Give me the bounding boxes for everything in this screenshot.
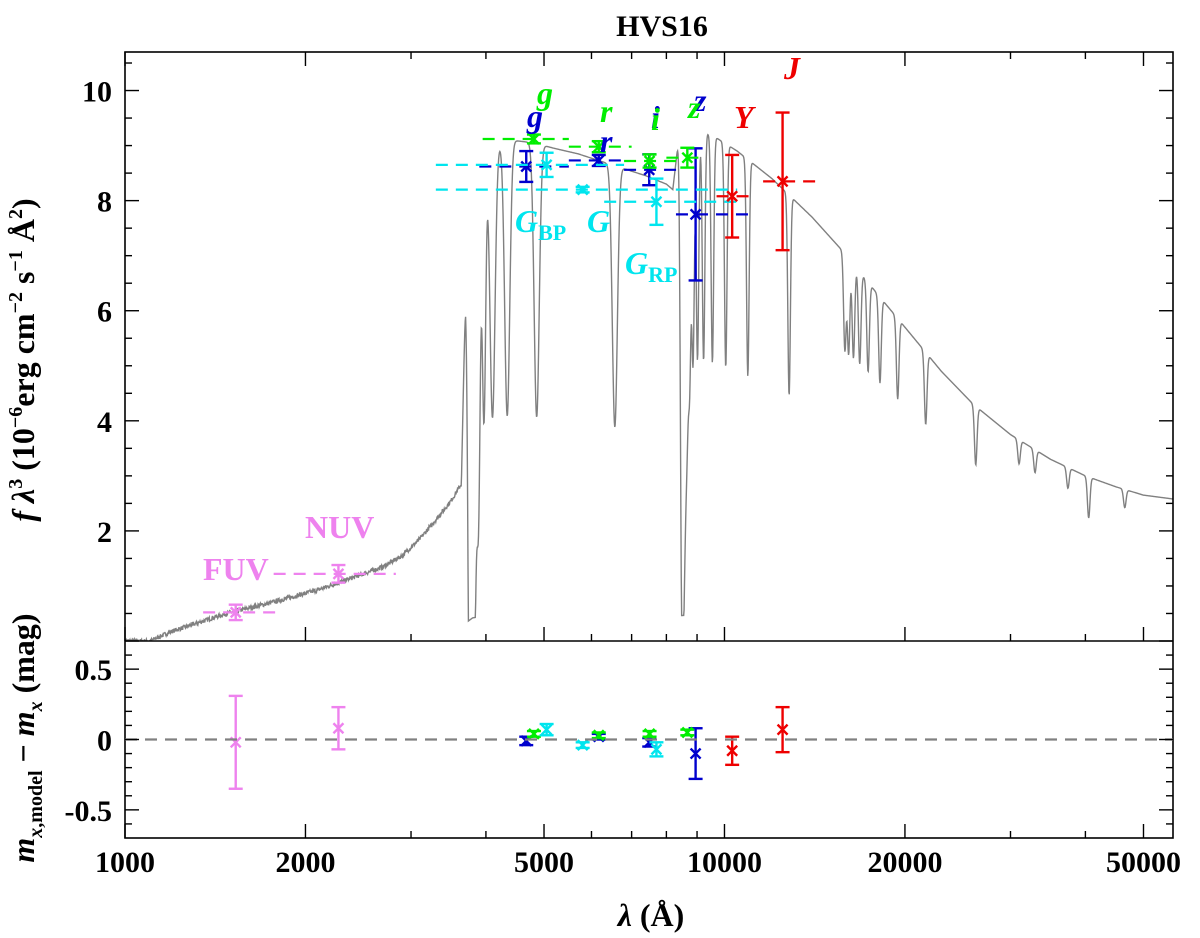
band-label-g-0: g: [526, 98, 543, 134]
flux-marker-FUV: [229, 606, 242, 619]
residual-marker-z_sdss: [689, 747, 702, 760]
photometry-point-FUV: [203, 603, 277, 622]
photometry-point-i_ps1: [624, 153, 676, 169]
residual-point-NUV: [331, 705, 346, 751]
photometry-point-r_ps1: [568, 139, 632, 154]
residual-point-FUV: [228, 694, 243, 790]
residual-marker-Y: [726, 744, 739, 757]
x-tick-label-10000: 10000: [687, 846, 762, 879]
residual-marker-G_BP: [540, 723, 553, 736]
residual-point-z_ps1: [680, 726, 695, 739]
flux-marker-z_ps1: [681, 151, 694, 164]
residual-marker-i_ps1: [643, 728, 656, 740]
residual-point-G_RP: [649, 741, 664, 758]
y-tick-label-top-4: 4: [97, 406, 112, 439]
photometry-point-Y: [716, 153, 750, 239]
photometry-point-g_ps1: [482, 133, 569, 145]
residual-marker-z_ps1: [681, 726, 694, 739]
residual-point-J: [775, 705, 790, 754]
flux-marker-Y: [726, 190, 739, 203]
residual-marker-NUV: [332, 722, 345, 735]
flux-marker-i_ps1: [643, 155, 656, 167]
band-label-r-2: r: [600, 123, 613, 159]
y-tick-label-top-8: 8: [97, 186, 112, 219]
photometry-point-NUV: [273, 563, 396, 584]
flux-marker-r_ps1: [592, 140, 605, 153]
band-label-j-9: J: [783, 50, 801, 86]
flux-marker-g_ps1: [528, 133, 540, 145]
band-label-fuv-13: FUV: [203, 551, 269, 587]
band-label-r-3: r: [600, 93, 613, 129]
x-axis-title: λ (Å): [616, 897, 685, 933]
band-label-i-5: i: [651, 101, 660, 137]
flux-marker-G: [576, 183, 589, 196]
flux-marker-J: [776, 175, 789, 188]
y-axis-ticks-top: 2 4 6 8 10: [82, 62, 1173, 642]
svg-text:λ (Å): λ (Å): [616, 897, 685, 933]
photometry-point-G_BP: [435, 151, 625, 179]
y-tick-label-top-2: 2: [97, 516, 112, 549]
model-spectrum-line: [125, 133, 1173, 641]
bottom-panel: 1000 2000 5000 10000 20000 50000 -0.5 0 0.5: [65, 52, 1181, 879]
residual-marker-g_ps1: [528, 728, 540, 740]
y-axis-title-top: f λ3 (10−6erg cm−2 s−1 Å2): [5, 198, 41, 521]
photometry-point-g_sdss: [479, 149, 569, 184]
band-label-gbp-10: GBP: [515, 203, 566, 245]
y-axis-title-bottom: mx,model − mx (mag): [5, 613, 47, 862]
flux-marker-G_BP: [540, 158, 553, 171]
photometry-point-G: [435, 183, 738, 196]
photometry-point-G_RP: [604, 177, 738, 227]
x-tick-label-5000: 5000: [514, 846, 574, 879]
svg-text:mx,model − mx (mag): mx,model − mx (mag): [5, 613, 47, 862]
band-label-z-7: z: [687, 89, 701, 125]
flux-marker-z_sdss: [689, 208, 702, 221]
photometry-point-z_ps1: [666, 146, 706, 169]
y-tick-label-bottom-0: 0: [97, 725, 112, 758]
residual-point-g_ps1: [526, 728, 541, 740]
residual-marker-G_RP: [650, 743, 663, 756]
flux-marker-g_sdss: [520, 160, 533, 173]
residual-marker-J: [776, 723, 789, 736]
x-tick-label-2000: 2000: [275, 846, 335, 879]
band-label-i-4: i: [651, 99, 660, 135]
x-axis-ticks: 1000 2000 5000 10000 20000 50000: [95, 52, 1181, 879]
band-label-grp-12: GRP: [625, 245, 677, 287]
band-label-g-11: G: [587, 203, 610, 239]
band-label-z-6: z: [693, 82, 707, 118]
band-label-y-8: Y: [734, 99, 756, 135]
residual-point-G: [575, 739, 590, 751]
x-tick-label-20000: 20000: [867, 846, 942, 879]
y-tick-label-bottom-0.5: 0.5: [75, 654, 113, 687]
y-tick-label-bottom--0.5: -0.5: [65, 795, 113, 828]
x-tick-label-50000: 50000: [1106, 846, 1181, 879]
residual-marker-G: [576, 739, 589, 751]
residual-point-G_BP: [539, 722, 554, 737]
y-axis-ticks-bottom: -0.5 0 0.5: [65, 654, 1173, 828]
chart-title: HVS16: [616, 10, 708, 43]
photometry-point-J: [763, 111, 824, 252]
flux-marker-G_RP: [650, 195, 663, 208]
y-tick-label-top-10: 10: [82, 76, 112, 109]
y-tick-label-top-6: 6: [97, 296, 112, 329]
band-label-g-1: g: [536, 75, 553, 111]
x-tick-label-1000: 1000: [95, 846, 155, 879]
photometry-point-z_sdss: [675, 147, 750, 282]
plot-frame: [124, 51, 1174, 839]
flux-marker-NUV: [332, 567, 345, 580]
svg-text:f λ3 (10−6erg cm−2 s−1 Å2): f λ3 (10−6erg cm−2 s−1 Å2): [5, 198, 41, 521]
residual-point-i_ps1: [642, 728, 657, 740]
band-label-nuv-14: NUV: [305, 509, 374, 545]
residual-point-Y: [725, 735, 740, 767]
